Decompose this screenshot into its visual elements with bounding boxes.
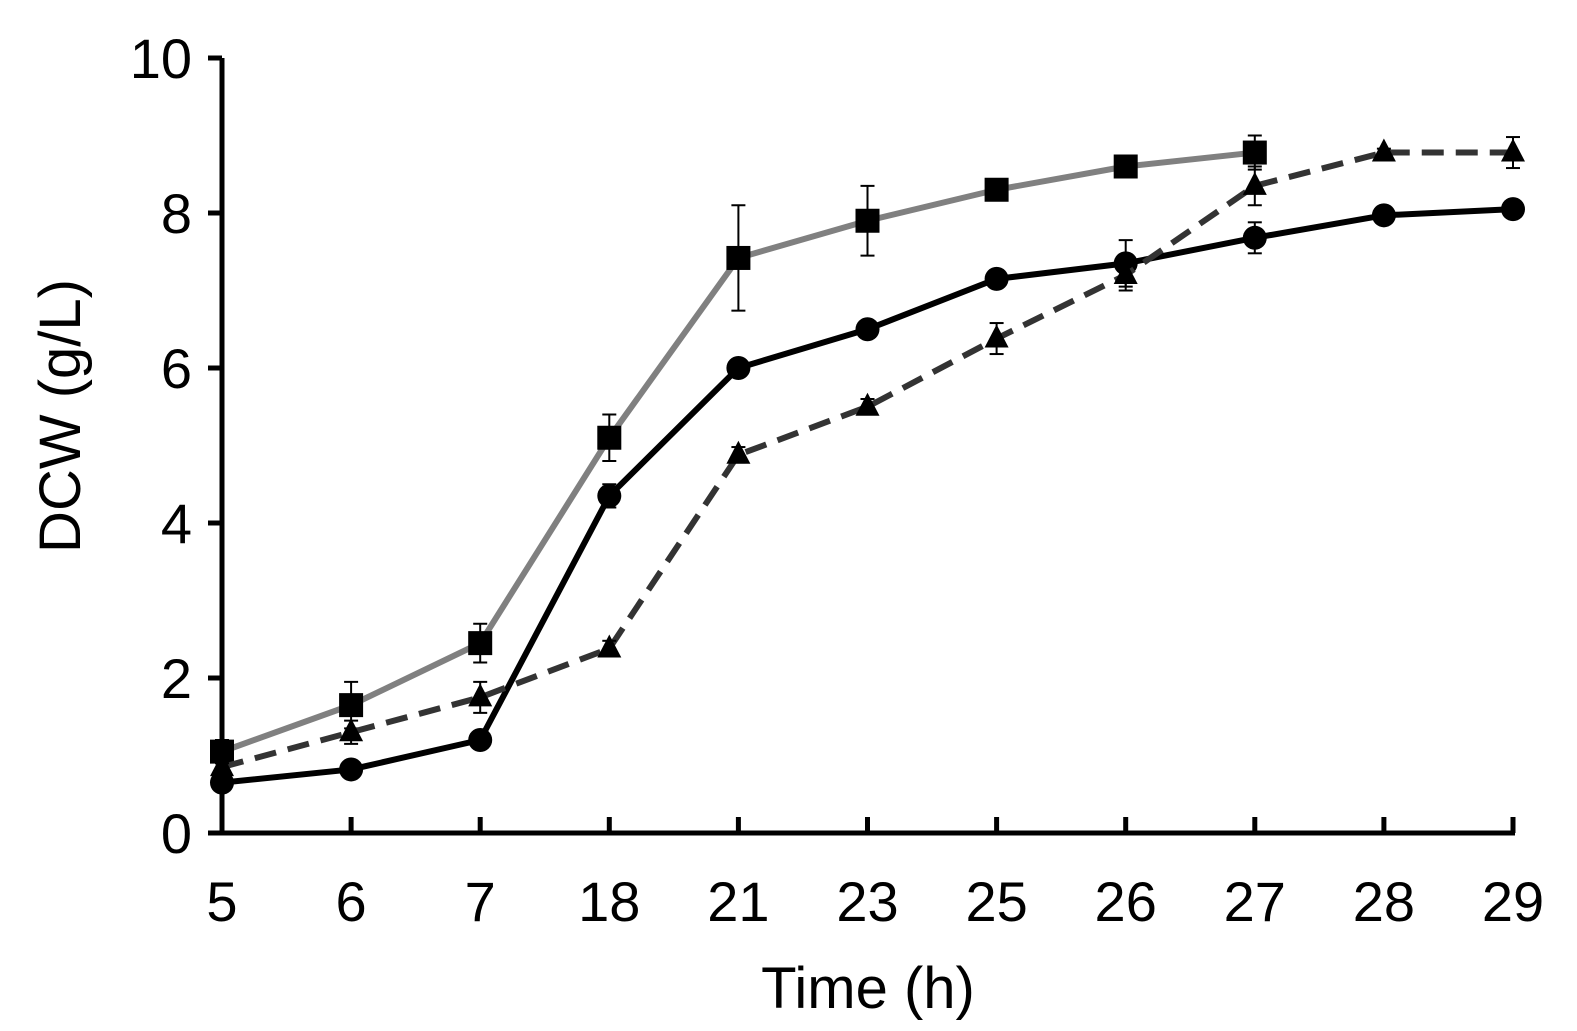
y-tick-label: 0 [161, 802, 192, 865]
data-point-circle [984, 266, 1009, 291]
y-tick-label: 8 [161, 182, 192, 245]
data-point-triangle [1113, 261, 1138, 284]
y-tick-label: 6 [161, 337, 192, 400]
data-point-circle [855, 317, 880, 342]
data-point-square [726, 245, 751, 270]
y-tick-label: 2 [161, 647, 192, 710]
data-point-triangle [1242, 171, 1267, 195]
data-point-circle [1501, 197, 1525, 222]
data-point-square [468, 631, 493, 656]
data-point-square [339, 693, 364, 718]
x-tick-label: 28 [1353, 870, 1415, 933]
data-point-triangle [1371, 138, 1396, 162]
data-point-square [1242, 140, 1267, 165]
y-tick-label: 4 [161, 492, 192, 555]
data-point-triangle [984, 324, 1009, 348]
data-point-square [855, 208, 880, 233]
x-tick-label: 29 [1482, 870, 1544, 933]
data-point-triangle [726, 440, 751, 464]
x-tick-label: 18 [578, 870, 640, 933]
x-tick-label: 25 [965, 870, 1027, 933]
data-point-triangle [210, 753, 234, 777]
data-point-circle [1242, 225, 1267, 250]
data-point-square [984, 177, 1009, 202]
x-tick-label: 23 [836, 870, 898, 933]
x-tick-label: 5 [206, 870, 237, 933]
data-point-triangle [597, 634, 622, 658]
axes: 0 2 4 6 8 10 5 6 7 18 21 23 25 26 27 28 29 [130, 27, 1544, 933]
data-point-circle [210, 770, 234, 795]
data-point-square [1113, 154, 1138, 179]
x-tick-label: 27 [1224, 870, 1286, 933]
series-layer [210, 134, 1525, 795]
series-circles [210, 197, 1525, 795]
x-tick-label: 6 [336, 870, 367, 933]
series-triangles [210, 136, 1525, 777]
data-point-circle [339, 757, 364, 782]
x-tick-label: 26 [1095, 870, 1157, 933]
data-point-circle [468, 728, 493, 752]
x-axis-title: Time (h) [761, 956, 975, 1021]
series-squares [210, 134, 1267, 765]
data-point-triangle [339, 718, 364, 742]
data-point-triangle [855, 392, 880, 416]
series-line-circles [221, 206, 1514, 786]
data-point-circle [1371, 203, 1396, 228]
data-point-triangle [468, 683, 493, 707]
data-point-circle [726, 356, 751, 380]
data-point-circle [597, 483, 622, 508]
data-point-triangle [1501, 138, 1525, 162]
x-tick-label: 21 [707, 870, 769, 933]
data-point-square [597, 425, 622, 450]
x-tick-label: 7 [465, 870, 496, 933]
y-tick-label: 10 [130, 27, 192, 90]
y-axis-title: DCW (g/L) [28, 279, 93, 553]
series-line-triangles [221, 149, 1513, 771]
